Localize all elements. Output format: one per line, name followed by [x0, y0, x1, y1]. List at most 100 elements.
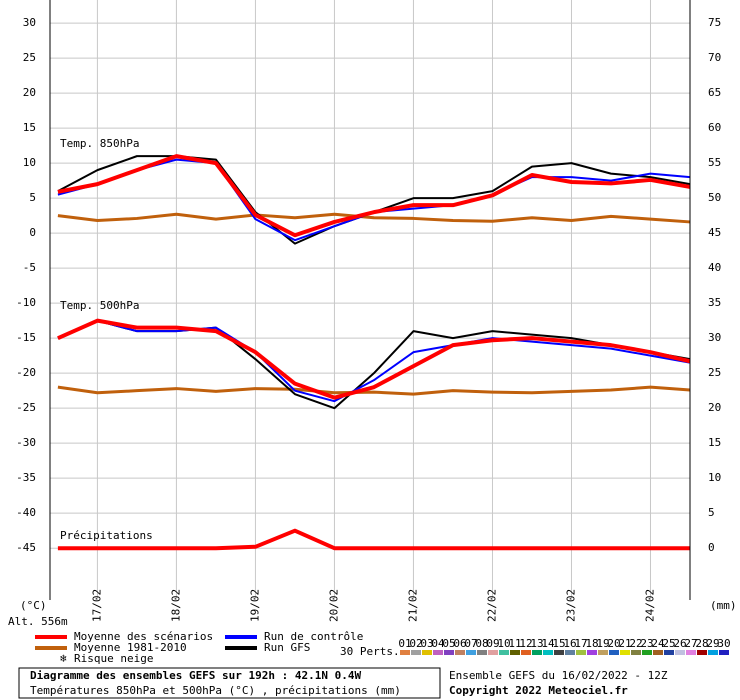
pert-label: 14	[541, 637, 555, 650]
y-tick-label: -45	[16, 541, 36, 554]
y2-tick-label: 65	[708, 86, 721, 99]
pert-label: 19	[596, 637, 609, 650]
y2-tick-label: 50	[708, 191, 721, 204]
y-tick-label: -30	[16, 436, 36, 449]
pert-label: 27	[684, 637, 697, 650]
grid	[50, 0, 690, 600]
legend-label: Moyenne 1981-2010	[74, 641, 187, 654]
pert-swatch	[433, 650, 443, 655]
series-line	[57, 528, 690, 551]
pert-label: 18	[585, 637, 598, 650]
pert-label: 10	[497, 637, 510, 650]
footer-subtitle: Températures 850hPa et 500hPa (°C) , pré…	[30, 684, 401, 697]
y-tick-label: -25	[16, 401, 36, 414]
panel-label: Précipitations	[60, 529, 153, 542]
y2-tick-label: 60	[708, 121, 721, 134]
y-tick-label: -20	[16, 366, 36, 379]
pert-label: 20	[607, 637, 620, 650]
pert-swatch	[466, 650, 476, 655]
pert-label: 11	[508, 637, 521, 650]
pert-swatch	[532, 650, 542, 655]
pert-label: 26	[673, 637, 686, 650]
panel-label: Temp. 500hPa	[60, 299, 139, 312]
run-info: Ensemble GEFS du 16/02/2022 - 12Z	[449, 669, 668, 682]
pert-swatch	[587, 650, 597, 655]
pert-label: 08	[475, 637, 488, 650]
series-line	[57, 212, 691, 224]
pert-swatch	[719, 650, 729, 655]
y2-tick-label: 40	[708, 261, 721, 274]
pert-swatch	[400, 650, 410, 655]
pert-label: 07	[464, 637, 477, 650]
pert-swatch	[543, 650, 553, 655]
pert-label: 16	[563, 637, 576, 650]
series-line	[57, 319, 691, 403]
pert-label: 25	[662, 637, 675, 650]
y2-tick-label: 5	[708, 506, 715, 519]
pert-swatch	[664, 650, 674, 655]
y2-tick-label: 35	[708, 296, 721, 309]
series-line	[57, 385, 691, 396]
pert-swatch	[642, 650, 652, 655]
y-tick-label: 0	[29, 226, 36, 239]
y2-tick-label: 45	[708, 226, 721, 239]
y-tick-label: -10	[16, 296, 36, 309]
legend-label: Run de contrôle	[264, 630, 363, 643]
pert-swatch	[521, 650, 531, 655]
pert-label: 28	[695, 637, 708, 650]
y2-tick-label: 15	[708, 436, 721, 449]
y-unit: (°C)	[20, 599, 47, 612]
pert-swatch	[455, 650, 465, 655]
x-tick-label: 19/02	[248, 589, 261, 622]
y2-unit: (mm)	[710, 599, 737, 612]
y-tick-label: 30	[23, 16, 36, 29]
x-tick-label: 17/02	[90, 589, 103, 622]
x-tick-label: 18/02	[169, 589, 182, 622]
pert-swatch	[477, 650, 487, 655]
y2-tick-label: 20	[708, 401, 721, 414]
legend-label: Risque neige	[74, 652, 153, 665]
pert-label: 15	[552, 637, 565, 650]
pert-label: 09	[486, 637, 499, 650]
pert-swatch	[411, 650, 421, 655]
footer-title: Diagramme des ensembles GEFS sur 192h : …	[30, 669, 362, 682]
pert-label: 06	[453, 637, 466, 650]
copyright: Copyright 2022 Meteociel.fr	[449, 684, 628, 697]
y2-tick-label: 75	[708, 16, 721, 29]
y-tick-label: -15	[16, 331, 36, 344]
x-tick-label: 20/02	[327, 589, 340, 622]
pert-label: 01	[398, 637, 411, 650]
pert-label: 12	[519, 637, 532, 650]
series-line	[57, 318, 691, 400]
pert-swatch	[510, 650, 520, 655]
x-tick-label: 22/02	[485, 589, 498, 622]
y-tick-label: 25	[23, 51, 36, 64]
pert-swatch	[609, 650, 619, 655]
pert-label: 03	[420, 637, 433, 650]
pert-swatch	[708, 650, 718, 655]
y-tick-label: -35	[16, 471, 36, 484]
pert-swatch	[565, 650, 575, 655]
x-tick-label: 23/02	[564, 589, 577, 622]
y-tick-label: -40	[16, 506, 36, 519]
y2-tick-label: 0	[708, 541, 715, 554]
pert-swatch	[444, 650, 454, 655]
panel-label: Temp. 850hPa	[60, 137, 139, 150]
pert-swatch	[686, 650, 696, 655]
pert-label: 22	[629, 637, 642, 650]
pert-label: 29	[706, 637, 719, 650]
pert-label: 23	[640, 637, 653, 650]
x-tick-label: 21/02	[406, 589, 419, 622]
pert-label: 30	[717, 637, 730, 650]
pert-swatch	[499, 650, 509, 655]
plot	[57, 154, 691, 551]
pert-label: 21	[618, 637, 631, 650]
pert-swatch	[675, 650, 685, 655]
pert-swatch	[488, 650, 498, 655]
pert-label: 05	[442, 637, 455, 650]
legend-label: Run GFS	[264, 641, 310, 654]
y2-tick-label: 10	[708, 471, 721, 484]
snow-icon: ❄	[60, 652, 67, 665]
pert-label: 02	[409, 637, 422, 650]
